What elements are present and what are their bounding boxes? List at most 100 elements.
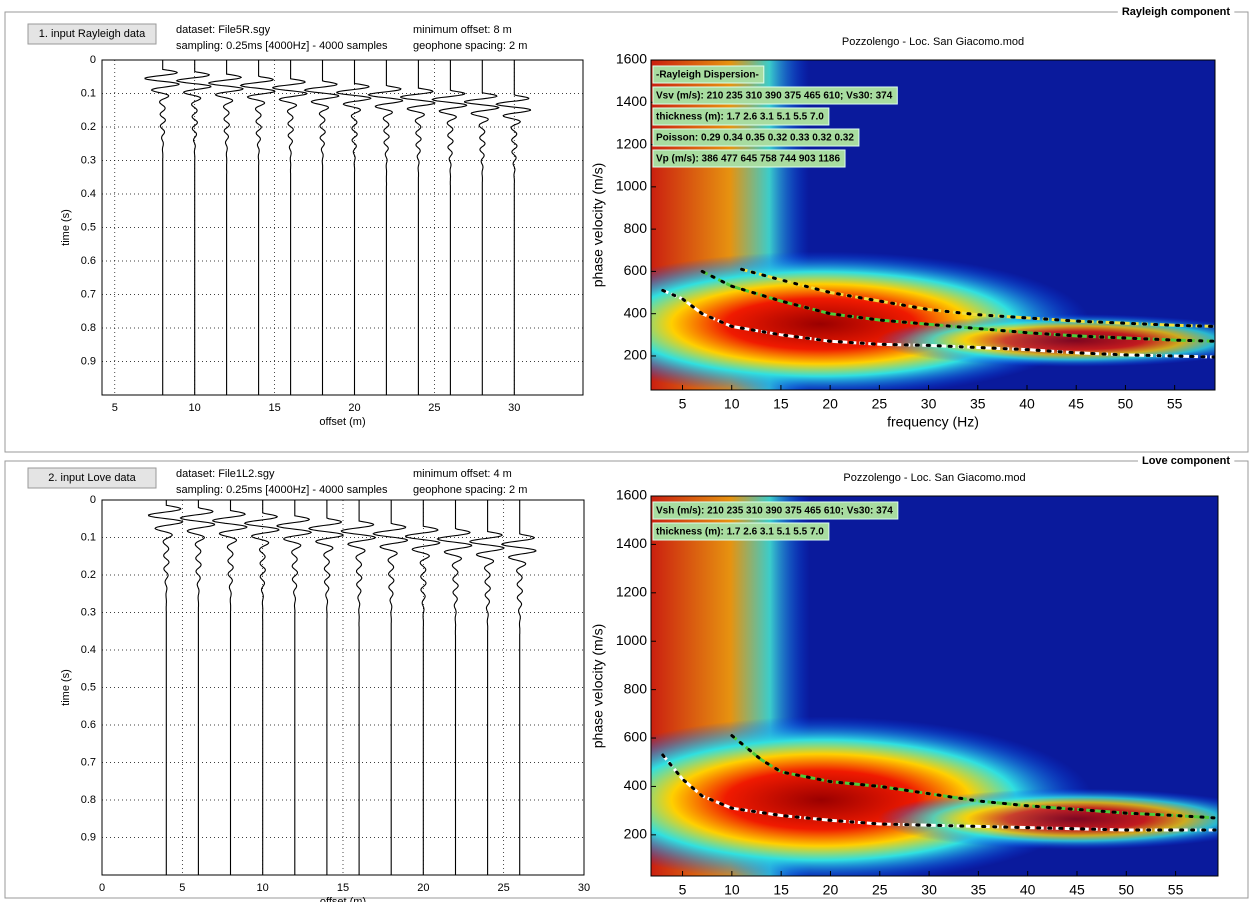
x-tick-label: 5: [112, 402, 118, 414]
seismic-trace: [272, 60, 308, 395]
y-tick-label: 0: [90, 54, 96, 66]
seismic-trace: [431, 60, 468, 395]
y-tick-label: 800: [624, 220, 648, 236]
y-tick-label: 1000: [616, 632, 647, 648]
seismic-trace: [144, 60, 181, 395]
seismic-trace: [436, 500, 473, 875]
info-text: -Rayleigh Dispersion-: [656, 70, 759, 81]
y-tick-label: 1000: [616, 178, 647, 194]
min-offset-label: minimum offset: 4 m: [413, 468, 512, 480]
y-tick-label: 0.8: [81, 794, 96, 806]
x-tick-label: 20: [822, 396, 838, 412]
y-tick-label: 1600: [616, 51, 647, 67]
y-tick-label: 0.1: [81, 87, 96, 99]
y-tick-label: 0.2: [81, 569, 96, 581]
input-button-label[interactable]: 2. input Love data: [48, 472, 136, 484]
x-tick-label: 25: [872, 882, 888, 898]
info-text: Vp (m/s): 386 477 645 758 744 903 1186: [656, 154, 840, 165]
y-axis-label: time (s): [60, 209, 72, 246]
y-tick-label: 0.9: [81, 831, 96, 843]
heatmap: [651, 496, 1218, 876]
x-tick-label: 20: [348, 402, 360, 414]
info-box: [652, 501, 899, 520]
y-tick-label: 0: [90, 494, 96, 506]
x-tick-label: 30: [578, 882, 590, 894]
x-tick-label: 10: [724, 882, 740, 898]
plot-frame: [650, 59, 1216, 391]
y-tick-label: 600: [624, 262, 648, 278]
y-tick-label: 0.9: [81, 355, 96, 367]
y-tick-label: 0.7: [81, 288, 96, 300]
y-tick-label: 1400: [616, 535, 647, 551]
seismic-trace: [367, 60, 404, 395]
seismic-trace: [208, 60, 244, 395]
input-button[interactable]: [27, 467, 157, 489]
seismic-trace: [469, 500, 505, 875]
x-tick-label: 40: [1019, 396, 1035, 412]
y-tick-label: 200: [624, 347, 648, 363]
x-tick-label: 25: [498, 882, 510, 894]
dataset-label: dataset: File1L2.sgy: [176, 468, 275, 480]
y-tick-label: 400: [624, 777, 648, 793]
picked-points: [661, 288, 1216, 359]
seismic-trace: [276, 500, 313, 875]
x-tick-label: 25: [428, 402, 440, 414]
spacing-label: geophone spacing: 2 m: [413, 40, 527, 52]
seismogram-frame: [101, 59, 584, 396]
plot-title: Pozzolengo - Loc. San Giacomo.mod: [843, 472, 1025, 484]
sampling-label: sampling: 0.25ms [4000Hz] - 4000 samples: [176, 484, 388, 496]
x-tick-label: 15: [268, 402, 280, 414]
x-tick-label: 20: [417, 882, 429, 894]
plot-title: Pozzolengo - Loc. San Giacomo.mod: [842, 36, 1024, 48]
seismic-trace: [340, 500, 377, 875]
seismic-trace: [179, 500, 216, 875]
y-tick-label: 1200: [616, 135, 647, 151]
y-tick-label: 0.1: [81, 531, 96, 543]
min-offset-label: minimum offset: 8 m: [413, 24, 512, 36]
x-tick-label: 15: [773, 396, 789, 412]
x-tick-label: 55: [1168, 882, 1184, 898]
x-tick-label: 45: [1069, 882, 1085, 898]
y-tick-label: 0.4: [81, 644, 96, 656]
seismic-trace: [303, 60, 340, 395]
info-text: Poisson: 0.29 0.34 0.35 0.32 0.33 0.32 0…: [656, 133, 854, 144]
y-tick-label: 0.5: [81, 681, 96, 693]
x-axis-label: offset (m): [320, 896, 366, 902]
x-tick-label: 30: [921, 882, 937, 898]
seismic-trace: [463, 60, 500, 395]
x-tick-label: 10: [724, 396, 740, 412]
y-tick-label: 0.5: [81, 221, 96, 233]
y-axis-label: phase velocity (m/s): [590, 624, 606, 748]
info-text: thickness (m): 1.7 2.6 3.1 5.1 5.5 7.0: [656, 527, 824, 538]
y-tick-label: 0.2: [81, 121, 96, 133]
info-text: thickness (m): 1.7 2.6 3.1 5.1 5.5 7.0: [656, 112, 824, 123]
x-tick-label: 55: [1167, 396, 1183, 412]
y-tick-label: 0.6: [81, 719, 96, 731]
seismic-trace: [175, 60, 212, 395]
x-tick-label: 25: [872, 396, 888, 412]
input-button-label[interactable]: 1. input Rayleigh data: [39, 28, 146, 40]
y-tick-label: 0.7: [81, 756, 96, 768]
y-tick-label: 0.3: [81, 154, 96, 166]
input-button[interactable]: [27, 23, 157, 45]
panel-title: Rayleigh component: [1122, 6, 1231, 18]
seismic-trace: [239, 60, 276, 395]
x-tick-label: 15: [337, 882, 349, 894]
info-text: Vsv (m/s): 210 235 310 390 375 465 610; …: [656, 91, 893, 102]
seismogram-frame: [101, 499, 585, 876]
x-tick-label: 40: [1020, 882, 1036, 898]
x-tick-label: 0: [99, 882, 105, 894]
title-background: [1137, 454, 1235, 467]
x-tick-label: 5: [679, 882, 687, 898]
seismic-trace: [500, 500, 537, 875]
heatmap-tail: [877, 788, 1218, 850]
seismic-trace: [147, 500, 184, 875]
seismic-trace: [212, 500, 248, 875]
info-box: [652, 149, 846, 168]
seismic-trace: [495, 60, 532, 395]
x-tick-label: 15: [773, 882, 789, 898]
y-tick-label: 0.6: [81, 255, 96, 267]
y-tick-label: 1400: [616, 93, 647, 109]
x-tick-label: 50: [1118, 396, 1134, 412]
